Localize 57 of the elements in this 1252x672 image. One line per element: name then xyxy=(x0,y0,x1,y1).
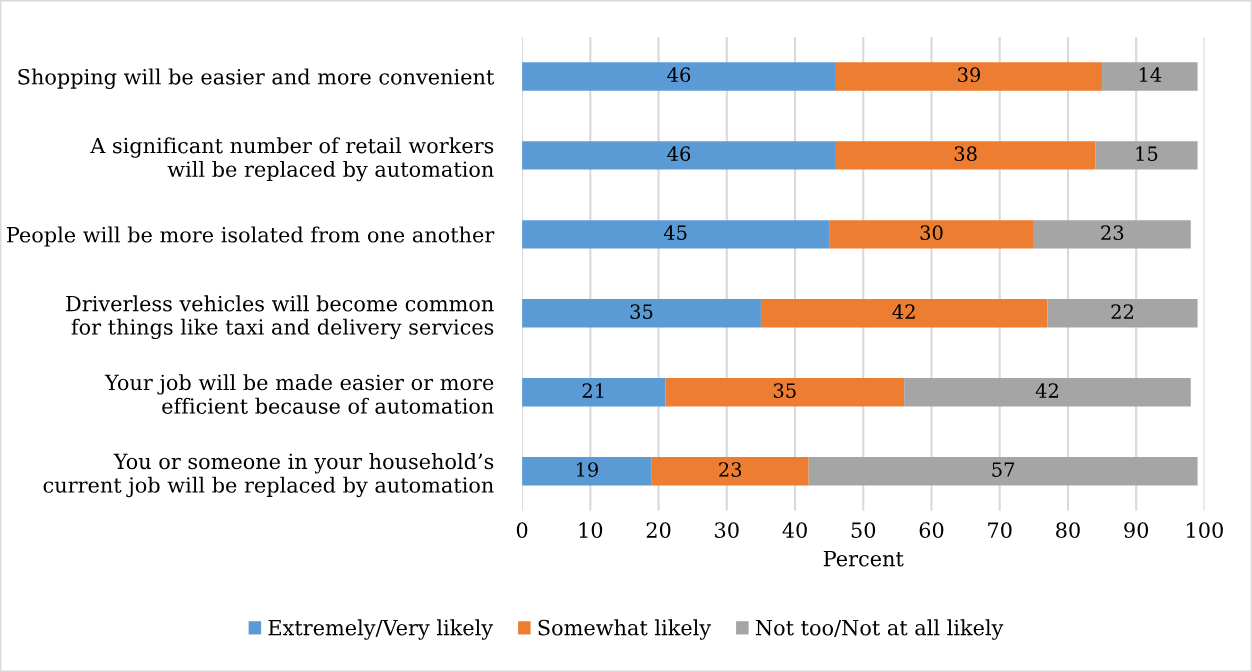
y-tick-label: People will be more isolated from one another xyxy=(7,226,495,247)
bar xyxy=(522,62,836,91)
data-label: 15 xyxy=(1136,146,1158,162)
data-label: 21 xyxy=(582,383,604,398)
bar xyxy=(829,220,1034,249)
x-tick-label: 40 xyxy=(782,522,807,538)
data-label: 14 xyxy=(1139,67,1162,82)
bar xyxy=(665,378,905,407)
bar xyxy=(522,299,761,328)
x-tick-label: 20 xyxy=(646,522,671,538)
x-tick-label: 60 xyxy=(919,522,944,538)
y-tick-label: A significant number of retail workers will be replaced by automation xyxy=(90,137,494,182)
data-label: 30 xyxy=(920,225,943,240)
data-label: 22 xyxy=(1111,304,1134,319)
legend-label: Not too/Not at all likely xyxy=(755,619,1004,640)
y-tick-label: Your job will be made easier or more efficient because of automation xyxy=(104,374,494,414)
data-label: 42 xyxy=(1035,383,1058,398)
bar xyxy=(760,299,1048,328)
x-tick-label: 100 xyxy=(1187,522,1223,538)
data-label: 38 xyxy=(954,146,977,162)
data-label: 35 xyxy=(773,383,796,398)
data-label: 57 xyxy=(992,462,1015,477)
bar xyxy=(1095,141,1198,170)
bar xyxy=(1047,299,1198,328)
x-tick-label: 0 xyxy=(516,522,528,538)
bar xyxy=(904,378,1191,407)
bar xyxy=(651,457,809,486)
x-tick-label: 10 xyxy=(579,522,603,538)
data-label: 23 xyxy=(1101,225,1124,240)
x-tick-label: 30 xyxy=(715,522,739,538)
y-tick-label: You or someone in your household’s current job will be replaced by automation xyxy=(43,453,494,498)
data-label: 46 xyxy=(667,67,691,83)
legend-label: Extremely/Very likely xyxy=(268,619,494,640)
y-tick-label: Driverless vehicles will become common for things like taxi and delivery services xyxy=(66,295,494,340)
bar xyxy=(835,62,1103,91)
x-tick-label: 50 xyxy=(851,522,876,538)
data-label: 45 xyxy=(663,225,687,240)
data-label: 46 xyxy=(667,146,691,162)
bar xyxy=(522,457,652,486)
data-label: 23 xyxy=(719,462,742,477)
x-tick-label: 90 xyxy=(1124,522,1149,538)
y-tick-label: Shopping will be easier and more convenient xyxy=(18,68,495,89)
data-label: 35 xyxy=(630,304,653,319)
x-tick-label: 80 xyxy=(1056,522,1080,538)
bar xyxy=(835,141,1096,170)
data-label: 19 xyxy=(576,462,598,477)
bar xyxy=(1102,62,1198,91)
bar xyxy=(522,220,830,249)
bar xyxy=(808,457,1198,486)
x-tick-label: 70 xyxy=(988,522,1012,538)
legend-label: Somewhat likely xyxy=(538,619,712,640)
bar xyxy=(522,378,666,407)
bar xyxy=(522,141,836,170)
data-label: 39 xyxy=(958,67,981,83)
bar xyxy=(1033,220,1191,249)
x-axis-title: Percent xyxy=(823,550,904,567)
data-label: 42 xyxy=(892,304,915,319)
